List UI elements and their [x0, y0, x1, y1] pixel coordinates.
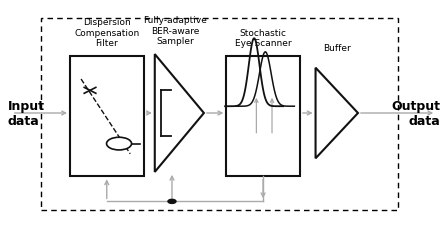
- Text: Fully-adaptive
BER-aware
Sampler: Fully-adaptive BER-aware Sampler: [143, 16, 207, 46]
- Bar: [41, 19, 398, 210]
- Text: Buffer: Buffer: [323, 44, 351, 53]
- Circle shape: [168, 200, 176, 204]
- Text: Stochastic
Eye Scanner: Stochastic Eye Scanner: [235, 29, 291, 48]
- Polygon shape: [315, 68, 358, 159]
- Text: Output
data: Output data: [392, 100, 440, 127]
- Polygon shape: [155, 55, 204, 172]
- Text: Input
data: Input data: [8, 100, 44, 127]
- Bar: [70, 57, 144, 177]
- Bar: [226, 57, 300, 177]
- Circle shape: [107, 138, 132, 150]
- Text: Dispersion
Compensation
Filter: Dispersion Compensation Filter: [74, 18, 139, 48]
